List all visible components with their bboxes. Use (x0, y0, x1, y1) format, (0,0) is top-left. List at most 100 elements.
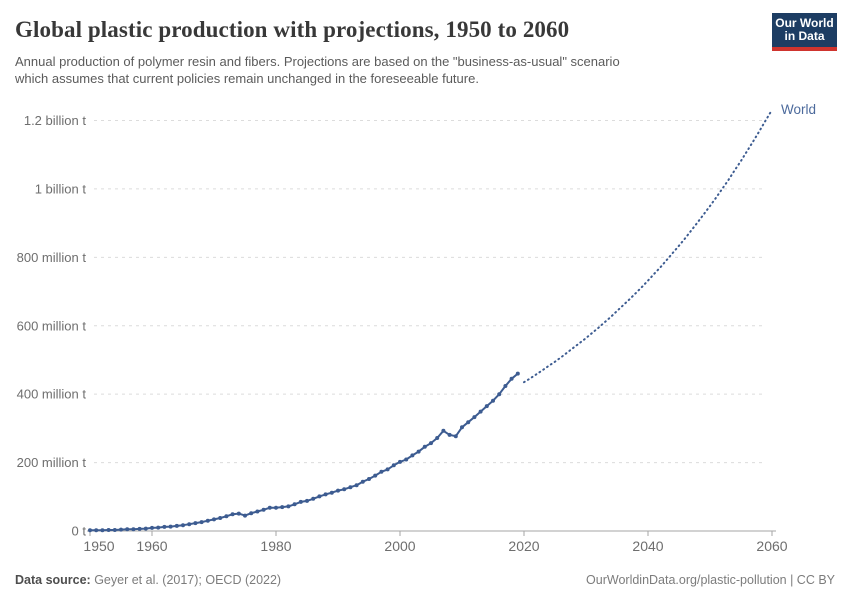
data-point[interactable] (100, 528, 105, 533)
data-point[interactable] (156, 525, 161, 530)
data-point[interactable] (317, 494, 322, 499)
x-tick-label: 2020 (508, 538, 539, 554)
x-tick-label: 1950 (83, 538, 114, 554)
data-point[interactable] (137, 526, 142, 531)
data-point[interactable] (329, 490, 334, 495)
data-point[interactable] (348, 485, 353, 490)
x-tick-label: 2060 (756, 538, 787, 554)
data-point[interactable] (435, 436, 440, 440)
data-point[interactable] (280, 505, 285, 510)
data-point[interactable] (509, 376, 514, 381)
data-point[interactable] (150, 525, 154, 530)
data-point[interactable] (212, 517, 216, 522)
y-tick-label: 400 million t (17, 387, 87, 402)
data-point[interactable] (243, 513, 247, 518)
data-point[interactable] (484, 404, 489, 409)
x-tick-label: 2000 (384, 538, 415, 554)
data-point[interactable] (447, 432, 452, 437)
series-line-projection[interactable] (523, 108, 773, 384)
data-point[interactable] (354, 483, 359, 488)
data-point[interactable] (391, 463, 396, 468)
page-subtitle: Annual production of polymer resin and f… (15, 53, 620, 87)
series-line-historical[interactable] (89, 372, 519, 532)
data-point[interactable] (168, 524, 173, 529)
series-label[interactable]: World (781, 102, 816, 117)
data-point[interactable] (478, 409, 483, 414)
data-point[interactable] (267, 505, 272, 510)
data-point[interactable] (255, 509, 260, 514)
y-tick-label: 1.2 billion t (24, 113, 87, 128)
data-point[interactable] (398, 459, 402, 464)
x-tick-label: 1960 (136, 538, 167, 554)
data-point[interactable] (230, 512, 235, 517)
data-point[interactable] (323, 492, 328, 497)
data-point[interactable] (311, 496, 316, 501)
data-point[interactable] (174, 523, 179, 528)
owid-logo-text: Our World in Data (775, 17, 833, 43)
data-point[interactable] (441, 428, 446, 433)
data-point[interactable] (119, 527, 123, 532)
data-point[interactable] (125, 527, 130, 532)
data-point[interactable] (205, 518, 210, 523)
x-tick-label: 1980 (260, 538, 291, 554)
data-point[interactable] (515, 371, 520, 376)
data-point[interactable] (416, 449, 421, 454)
subtitle-line-2: which assumes that current policies rema… (15, 71, 479, 86)
data-point[interactable] (367, 477, 371, 481)
data-point[interactable] (404, 457, 409, 462)
y-tick-label: 200 million t (17, 455, 87, 470)
data-point[interactable] (131, 527, 136, 532)
data-point[interactable] (292, 502, 297, 507)
data-point[interactable] (342, 487, 347, 492)
x-tick-label: 2040 (632, 538, 663, 554)
data-point[interactable] (429, 441, 433, 446)
data-point[interactable] (422, 444, 427, 449)
data-point[interactable] (106, 528, 111, 532)
data-point[interactable] (466, 420, 471, 425)
data-source: Data source: Geyer et al. (2017); OECD (… (15, 573, 281, 587)
data-point[interactable] (373, 473, 378, 478)
data-source-label: Data source: (15, 573, 91, 587)
y-tick-label: 0 t (72, 524, 87, 539)
data-point[interactable] (410, 453, 415, 458)
data-point[interactable] (497, 392, 502, 397)
credit-link[interactable]: OurWorldinData.org/plastic-pollution | C… (586, 573, 835, 587)
data-point[interactable] (218, 516, 223, 520)
data-point[interactable] (261, 507, 266, 512)
data-point[interactable] (305, 498, 309, 503)
page-title: Global plastic production with projectio… (15, 17, 570, 42)
data-point[interactable] (453, 434, 458, 439)
y-tick-label: 600 million t (17, 318, 87, 333)
footer: Data source: Geyer et al. (2017); OECD (… (15, 573, 835, 587)
data-point[interactable] (199, 520, 204, 525)
data-point[interactable] (360, 479, 365, 484)
data-point[interactable] (94, 528, 99, 533)
owid-logo[interactable]: Our World in Data (772, 13, 837, 51)
data-point[interactable] (187, 522, 192, 527)
data-point[interactable] (88, 528, 92, 533)
owid-logo-line-1: Our World (775, 16, 834, 30)
data-point[interactable] (379, 469, 384, 474)
data-point[interactable] (112, 528, 117, 532)
data-point[interactable] (286, 504, 291, 509)
data-point[interactable] (249, 511, 254, 516)
data-point[interactable] (274, 505, 278, 510)
data-point[interactable] (385, 467, 390, 472)
data-point[interactable] (336, 488, 340, 493)
data-point[interactable] (491, 398, 495, 403)
y-tick-label: 800 million t (17, 250, 87, 265)
owid-logo-line-2: in Data (784, 29, 825, 43)
data-point[interactable] (236, 511, 241, 516)
data-point[interactable] (193, 521, 198, 526)
data-point[interactable] (224, 514, 229, 519)
data-point[interactable] (143, 526, 148, 531)
data-point[interactable] (472, 415, 477, 420)
data-point[interactable] (298, 499, 303, 504)
data-source-value: Geyer et al. (2017); OECD (2022) (90, 573, 282, 587)
data-point[interactable] (162, 524, 167, 529)
data-point[interactable] (503, 384, 508, 388)
data-point[interactable] (460, 425, 464, 430)
data-point[interactable] (181, 523, 185, 528)
